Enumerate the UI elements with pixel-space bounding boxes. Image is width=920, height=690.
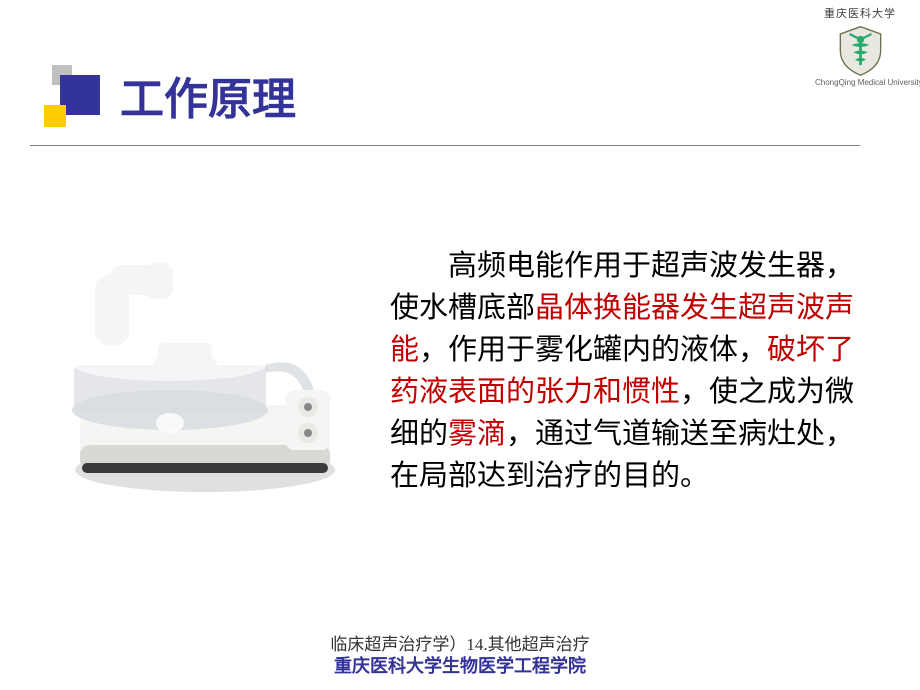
body-fragment: ，作用于雾化罐内的液体， [419, 334, 767, 366]
logo-en-text: ChongQing Medical University [815, 78, 905, 87]
slide: 重庆医科大学 ChongQing Medical University 工作原理 [0, 0, 920, 690]
title-underline [30, 145, 860, 146]
body-text: 高频电能作用于超声波发生器，使水槽底部晶体换能器发生超声波声能，作用于雾化罐内的… [380, 245, 920, 505]
footer-college: 生物医学工程学院 [442, 656, 586, 676]
highlighted-term: 雾滴 [448, 418, 506, 450]
content-area: 高频电能作用于超声波发生器，使水槽底部晶体换能器发生超声波声能，作用于雾化罐内的… [0, 245, 920, 505]
title-area: 工作原理 [30, 50, 296, 140]
device-image [0, 245, 380, 505]
university-logo: 重庆医科大学 ChongQing Medical University [815, 5, 905, 87]
logo-emblem-icon [833, 23, 888, 78]
logo-cn-text: 重庆医科大学 [815, 5, 905, 21]
title-decoration-icon [30, 50, 110, 140]
page-title: 工作原理 [120, 63, 296, 127]
footer-institution: 重庆医科大学生物医学工程学院 [0, 652, 920, 678]
nebulizer-device-icon [40, 245, 370, 505]
footer-university: 重庆医科大学 [334, 656, 442, 676]
